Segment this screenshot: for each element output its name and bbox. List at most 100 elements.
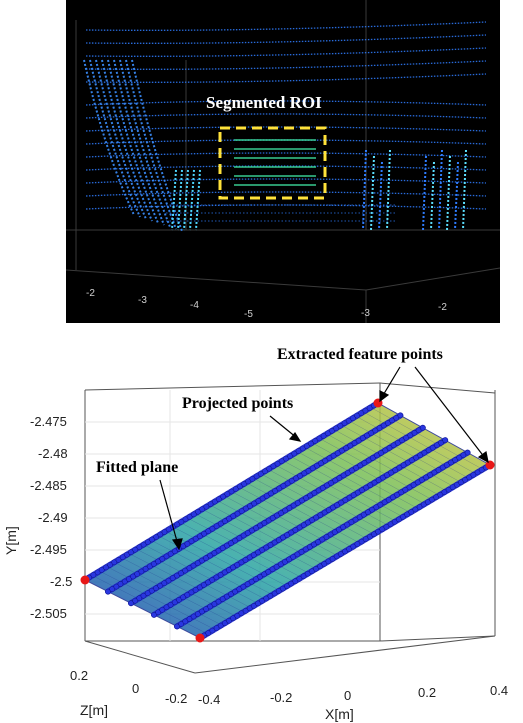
projected-point [228,591,234,597]
projected-point [464,449,471,456]
projected-point [113,583,120,590]
plot-frame [84,382,496,674]
projected-point [138,568,145,575]
projected-point [325,558,332,565]
projected-point [259,598,265,604]
projected-point [345,417,352,424]
projected-point [288,580,294,587]
projected-point [326,455,333,462]
mesh-line [246,482,360,544]
projected-point [203,503,210,510]
projected-point [295,448,302,454]
projected-point [128,600,134,607]
projected-point [391,518,398,525]
projected-point [349,467,355,474]
projected-point [311,490,318,496]
x-tick-1: -0.4 [198,692,220,707]
projected-point [149,536,155,543]
projected-point [163,604,170,611]
projected-point [414,479,421,486]
projected-point [222,620,228,627]
projected-point [244,530,251,536]
projected-point [98,567,105,573]
scan-line [85,165,487,171]
projected-point [232,537,239,544]
mesh-line [348,420,462,483]
projected-point [259,495,266,502]
top-tick-2: -3 [138,295,147,306]
projected-point [105,588,111,595]
projected-point [377,501,384,508]
projected-point [276,485,283,492]
mesh-line [92,575,208,634]
projected-point [253,576,259,583]
mesh-line [216,500,331,561]
projected-point [309,568,315,575]
projected-point [278,510,284,516]
projected-point [249,476,256,482]
projected-point [280,585,286,592]
mesh-line [333,429,447,492]
projected-point [293,475,299,482]
projected-point [327,531,334,538]
projected-point [272,488,278,494]
projected-point [274,460,281,467]
x-tick-4: 0.2 [418,685,436,700]
cluster-line [386,149,391,231]
projected-point [203,606,209,612]
projected-point [184,540,191,547]
projected-point [356,514,363,521]
projected-point [226,567,232,573]
projected-point [283,455,289,462]
y-tick-5: -2.495 [30,542,67,557]
projected-point [456,454,463,461]
projected-point [354,412,360,419]
projected-point [271,539,278,546]
projected-point [452,457,458,463]
roi-inner-lines [234,139,316,186]
projected-point [267,593,274,599]
projected-point [282,558,288,565]
projected-point [220,493,226,500]
projected-point [90,572,97,578]
projected-point [288,529,295,536]
mesh-line [326,433,440,496]
y-tick-6: -2.5 [50,574,72,589]
projected-point [337,422,344,429]
top-tick-6: -2 [438,302,447,313]
projected-point [392,467,399,473]
projected-point [362,536,369,542]
projected-point [402,486,409,493]
projected-point [261,571,268,578]
projected-point [300,573,307,580]
projected-point [346,546,352,552]
projected-point [307,492,314,499]
projected-point [213,625,220,631]
projected-point [205,528,212,535]
projected-point [321,561,328,567]
projected-point [136,544,143,550]
projected-point [205,630,212,636]
projected-point [192,587,199,593]
projected-point [338,551,344,557]
projected-point [273,563,280,570]
cluster-line [362,149,367,231]
mesh-line [275,464,389,526]
projected-point [347,442,354,449]
projected-point [167,550,174,557]
projected-point [442,437,449,444]
projected-point [410,482,417,488]
point-cloud-panel: Segmented ROI -2 -3 -4 -5 -3 -2 [66,0,500,323]
projected-point [117,581,124,587]
cluster-line [430,161,435,231]
projected-point [396,516,402,523]
projected-point [167,601,174,608]
projected-point [351,440,358,446]
projected-point [157,531,164,538]
projected-point [124,551,130,558]
projected-point [292,578,299,585]
projected-point [146,563,153,570]
feature-point-4 [195,633,205,643]
projected-point [403,434,409,441]
projected-point [94,569,101,576]
